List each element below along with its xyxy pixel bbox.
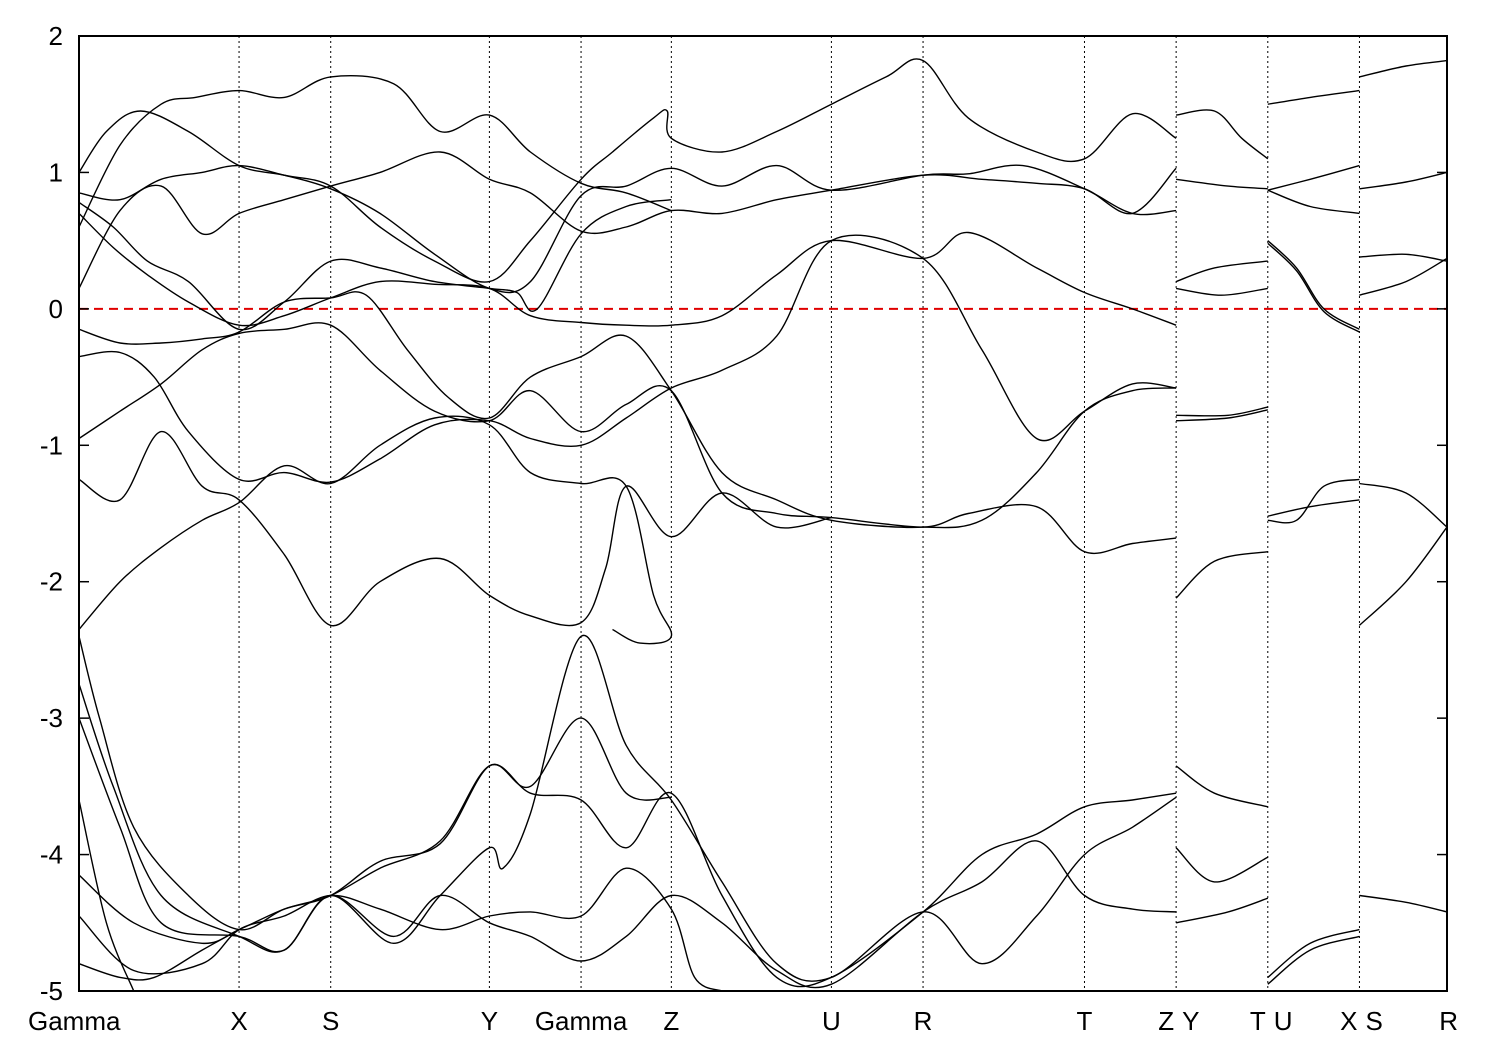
band-line-1-2 [1175,260,1268,283]
band-line-3-5 [1358,526,1447,626]
band-line-0-14 [79,717,672,945]
y-tick-label: -5 [40,976,63,1006]
y-tick-label: -4 [40,840,63,870]
band-line-1-1 [1176,178,1268,190]
y-tick-label: -1 [40,430,63,460]
x-kpoint-label: Y [1182,1006,1199,1036]
plot-frame [78,35,1448,992]
x-kpoint-label: Gamma [535,1006,628,1036]
y-tick-label: 0 [49,294,63,324]
band-line-0-11 [79,636,1177,988]
y-tick-label: -2 [40,567,63,597]
band-line-2-7 [1267,928,1360,978]
x-kpoint-label: Gamma [28,1006,121,1036]
band-line-2-0 [1267,89,1360,105]
band-line-0-4 [79,74,672,228]
x-kpoint-label: U [1274,1006,1293,1036]
x-axis: Gamma X S Y Gamma Z U R T Z Y T U X S R [28,1006,1458,1036]
band-line-3-3 [1359,257,1447,296]
x-kpoint-label: R [914,1006,933,1036]
band-line-3-2 [1359,253,1447,262]
x-kpoint-label: U [822,1006,841,1036]
band-line-2-1 [1267,164,1360,191]
band-line-1-3 [1175,287,1268,296]
x-kpoint-label: T [1250,1006,1266,1036]
band-line-2-6 [1267,478,1360,524]
band-line-1-5 [1176,409,1268,422]
x-kpoint-label: X [1340,1006,1357,1036]
band-line-0-17 [79,928,240,981]
band-line-0-8 [79,322,1177,529]
band-line-0-7 [79,234,1177,484]
x-kpoint-label: Y [481,1006,498,1036]
band-line-0-10 [79,415,673,645]
y-axis: -5 -4 -3 -2 -1 0 1 2 [40,21,1447,1006]
band-line-2-2 [1267,189,1360,215]
y-tick-label: 1 [49,157,63,187]
x-kpoint-label: Z [663,1006,679,1036]
band-line-0-12 [79,634,1177,982]
band-line-0-13 [79,717,1177,989]
x-kpoint-label: T [1077,1006,1093,1036]
band-line-2-4 [1267,242,1360,333]
band-line-0-1 [79,164,1177,294]
x-kpoint-label: X [230,1006,247,1036]
band-line-2-8 [1267,935,1360,985]
band-line-1-0 [1175,109,1269,160]
band-line-3-0 [1359,59,1447,78]
y-tick-label: 2 [49,21,63,51]
band-line-1-7 [1175,765,1268,808]
band-line-2-3 [1267,240,1360,330]
x-kpoint-label: S [1365,1006,1382,1036]
band-line-0-6 [79,291,1177,555]
band-line-1-8 [1175,847,1269,883]
kpoint-divider-lines [238,36,1360,991]
band-line-0-16 [79,799,135,991]
band-lines [79,58,1447,991]
band-line-1-6 [1175,551,1268,599]
band-line-2-5 [1267,499,1360,517]
y-tick-label: -3 [40,703,63,733]
band-line-3-6 [1359,894,1447,913]
band-line-3-1 [1359,171,1447,190]
band-line-0-0 [79,151,1177,289]
band-line-0-15 [79,867,723,991]
band-line-1-4 [1176,406,1268,417]
x-kpoint-label: R [1439,1006,1458,1036]
band-line-0-2 [79,212,1177,327]
band-line-0-9 [79,430,832,627]
band-line-0-3 [79,58,1177,283]
band-line-3-4 [1359,482,1447,528]
band-line-1-9 [1175,897,1269,924]
band-line-0-5 [79,199,672,331]
x-kpoint-label: S [322,1006,339,1036]
x-kpoint-label: Z [1158,1006,1174,1036]
